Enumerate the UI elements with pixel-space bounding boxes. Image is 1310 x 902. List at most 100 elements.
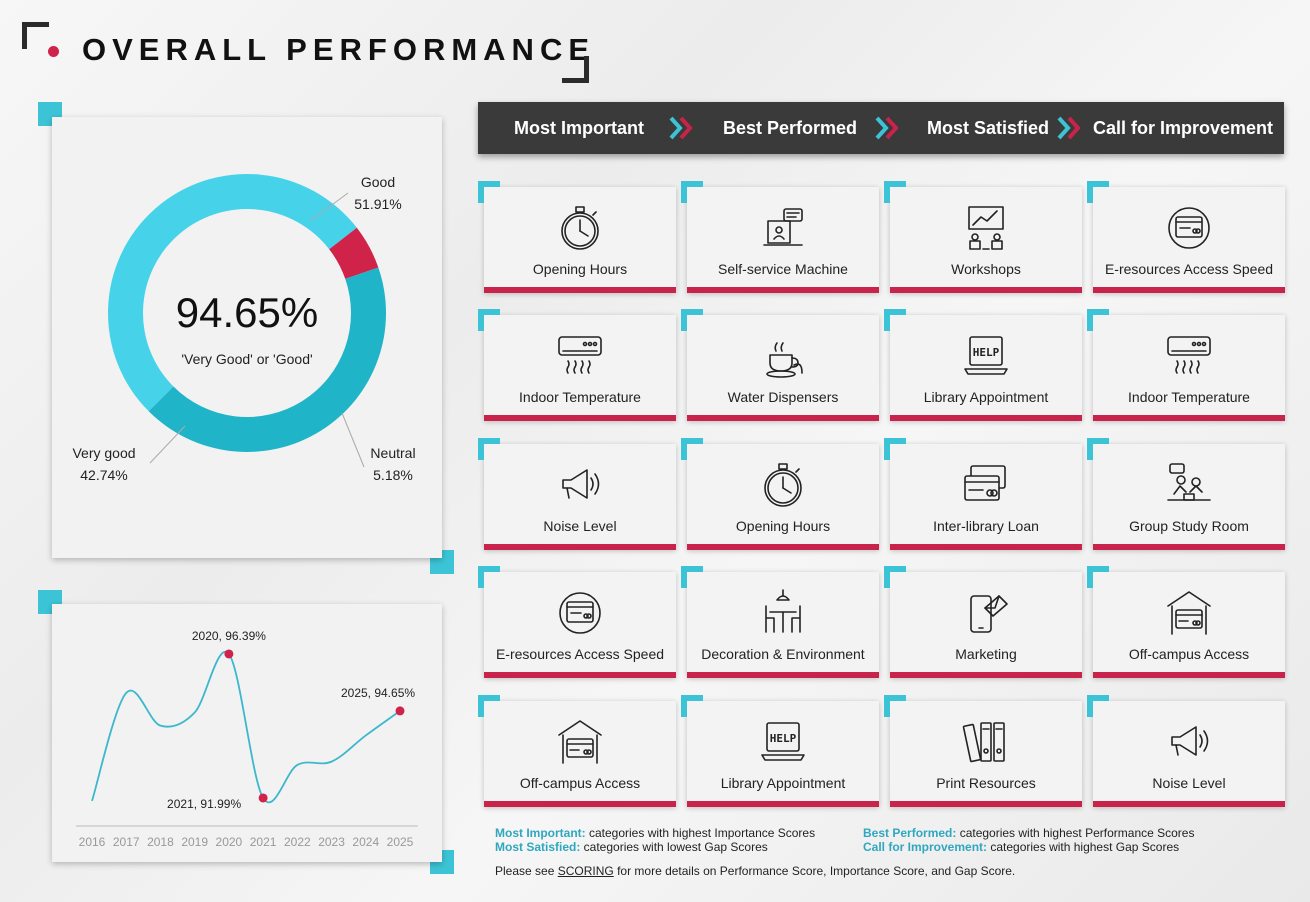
category-card[interactable]: Indoor Temperature xyxy=(478,309,676,421)
line-chart-card: 2016 2017 2018 2019 2020 2021 2022 2023 2024 2025… xyxy=(52,604,442,862)
note-text: categories with highest Importance Score… xyxy=(585,826,816,840)
chevron-right-icon xyxy=(875,116,899,140)
cafe-table-icon xyxy=(765,589,801,633)
note-best-performed: Best Performed: categories with highest … xyxy=(863,826,1194,840)
category-card[interactable]: Indoor Temperature xyxy=(1087,309,1285,421)
card-body xyxy=(1093,315,1285,421)
category-card[interactable]: Off-campus Access xyxy=(478,695,676,807)
megaphone-icon xyxy=(1171,726,1209,756)
category-card[interactable]: Inter-library Loan xyxy=(884,438,1082,550)
category-label: Noise Level xyxy=(1152,775,1226,791)
title-dot xyxy=(48,46,59,57)
help-laptop-icon: HELP xyxy=(761,722,805,761)
page-title: OVERALL PERFORMANCE xyxy=(82,32,596,67)
category-card[interactable]: Group Study Room xyxy=(1087,438,1285,550)
nav-call-for-improvement[interactable]: Call for Improvement xyxy=(1093,118,1274,138)
cards-icon xyxy=(964,465,1006,501)
category-card[interactable]: Noise Level xyxy=(1087,695,1285,807)
category-label: E-resources Access Speed xyxy=(495,646,665,662)
donut-label-very-good-pct: 42.74% xyxy=(80,467,128,483)
x-tick-label: 2021 xyxy=(250,835,277,849)
category-label: Group Study Room xyxy=(1129,518,1249,534)
x-tick-label: 2024 xyxy=(352,835,379,849)
nav-best-performed[interactable]: Best Performed xyxy=(723,118,858,138)
category-label: Noise Level xyxy=(543,518,617,534)
donut-slice-very-good xyxy=(148,267,386,453)
note-call-for-improvement: Call for Improvement: categories with hi… xyxy=(863,840,1194,854)
stopwatch-icon xyxy=(764,463,802,507)
air-conditioner-icon xyxy=(1167,336,1211,374)
x-tick-label: 2025 xyxy=(387,835,414,849)
category-label: Indoor Temperature xyxy=(519,389,641,405)
category-card[interactable]: Opening Hours xyxy=(681,438,879,550)
house-card-icon xyxy=(558,720,602,764)
category-card[interactable]: Print Resources xyxy=(884,695,1082,807)
card-accent-bar xyxy=(484,287,676,293)
card-accent-bar xyxy=(687,287,879,293)
note-key: Call for Improvement: xyxy=(863,840,988,854)
web-clock-icon xyxy=(1168,207,1210,249)
card-accent-bar xyxy=(890,544,1082,550)
donut-label-very-good: Very good 42.74% xyxy=(64,442,144,486)
card-body xyxy=(484,701,676,807)
donut-label-neutral: Neutral 5.18% xyxy=(358,442,428,486)
help-laptop-icon: HELP xyxy=(964,336,1008,375)
nav-most-satisfied[interactable]: Most Satisfied xyxy=(927,118,1050,138)
card-accent-bar xyxy=(687,672,879,678)
category-card[interactable]: Marketing xyxy=(884,566,1082,678)
leader-line-good xyxy=(309,192,349,222)
card-accent-bar xyxy=(484,801,676,807)
donut-center-value: 94.65% xyxy=(175,289,319,336)
donut-label-good-pct: 51.91% xyxy=(354,196,402,212)
category-card[interactable]: E-resources Access Speed xyxy=(478,566,676,678)
donut-card: 94.65% 'Very Good' or 'Good' Good 51.91%… xyxy=(52,117,442,558)
category-card[interactable]: Decoration & Environment xyxy=(681,566,879,678)
data-point xyxy=(258,793,268,803)
card-body xyxy=(484,315,676,421)
category-label: Water Dispensers xyxy=(727,389,839,405)
legend-notes-left: Most Important: categories with highest … xyxy=(495,826,815,854)
category-label: Off-campus Access xyxy=(1128,646,1250,662)
card-body xyxy=(890,315,1082,421)
category-card[interactable]: Workshops xyxy=(884,181,1082,293)
card-accent-bar xyxy=(1093,287,1285,293)
card-body xyxy=(484,572,676,678)
card-body xyxy=(687,187,879,293)
category-navbar: Most Important Best Performed Most Satis… xyxy=(478,102,1284,154)
card-accent-bar xyxy=(890,287,1082,293)
donut-slice-neutral xyxy=(329,227,379,279)
category-card[interactable]: Opening Hours xyxy=(478,181,676,293)
card-accent-bar xyxy=(890,672,1082,678)
category-card[interactable]: HELP Library Appointment xyxy=(884,309,1082,421)
category-label: Inter-library Loan xyxy=(933,518,1039,534)
category-label: Library Appointment xyxy=(720,775,846,791)
line-chart: 2016 2017 2018 2019 2020 2021 2022 2023 2024 2025… xyxy=(76,629,418,849)
card-accent-bar xyxy=(484,544,676,550)
category-label: Indoor Temperature xyxy=(1128,389,1250,405)
note-text: categories with highest Gap Scores xyxy=(987,840,1180,854)
category-card[interactable]: Water Dispensers xyxy=(681,309,879,421)
card-accent-bar xyxy=(1093,544,1285,550)
note-most-important: Most Important: categories with highest … xyxy=(495,826,815,840)
donut-chart xyxy=(107,173,386,468)
nav-most-important[interactable]: Most Important xyxy=(514,118,644,138)
x-tick-label: 2018 xyxy=(147,835,174,849)
category-label: Self-service Machine xyxy=(718,261,848,277)
note-key: Most Important: xyxy=(495,826,586,840)
category-label: Off-campus Access xyxy=(519,775,641,791)
category-card[interactable]: HELP Library Appointment xyxy=(681,695,879,807)
data-point xyxy=(224,649,234,659)
category-card[interactable]: E-resources Access Speed xyxy=(1087,181,1285,293)
category-card[interactable]: Self-service Machine xyxy=(681,181,879,293)
kiosk-icon xyxy=(763,208,803,246)
category-label: Decoration & Environment xyxy=(701,646,865,662)
chevron-right-icon xyxy=(1057,116,1081,140)
scoring-link[interactable]: SCORING xyxy=(557,864,614,878)
category-card[interactable]: Off-campus Access xyxy=(1087,566,1285,678)
category-card[interactable]: Noise Level xyxy=(478,438,676,550)
card-accent-bar xyxy=(890,801,1082,807)
data-point xyxy=(395,706,405,716)
card-body xyxy=(687,701,879,807)
donut-label-good: Good 51.91% xyxy=(348,171,408,215)
donut-label-neutral-pct: 5.18% xyxy=(373,467,413,483)
